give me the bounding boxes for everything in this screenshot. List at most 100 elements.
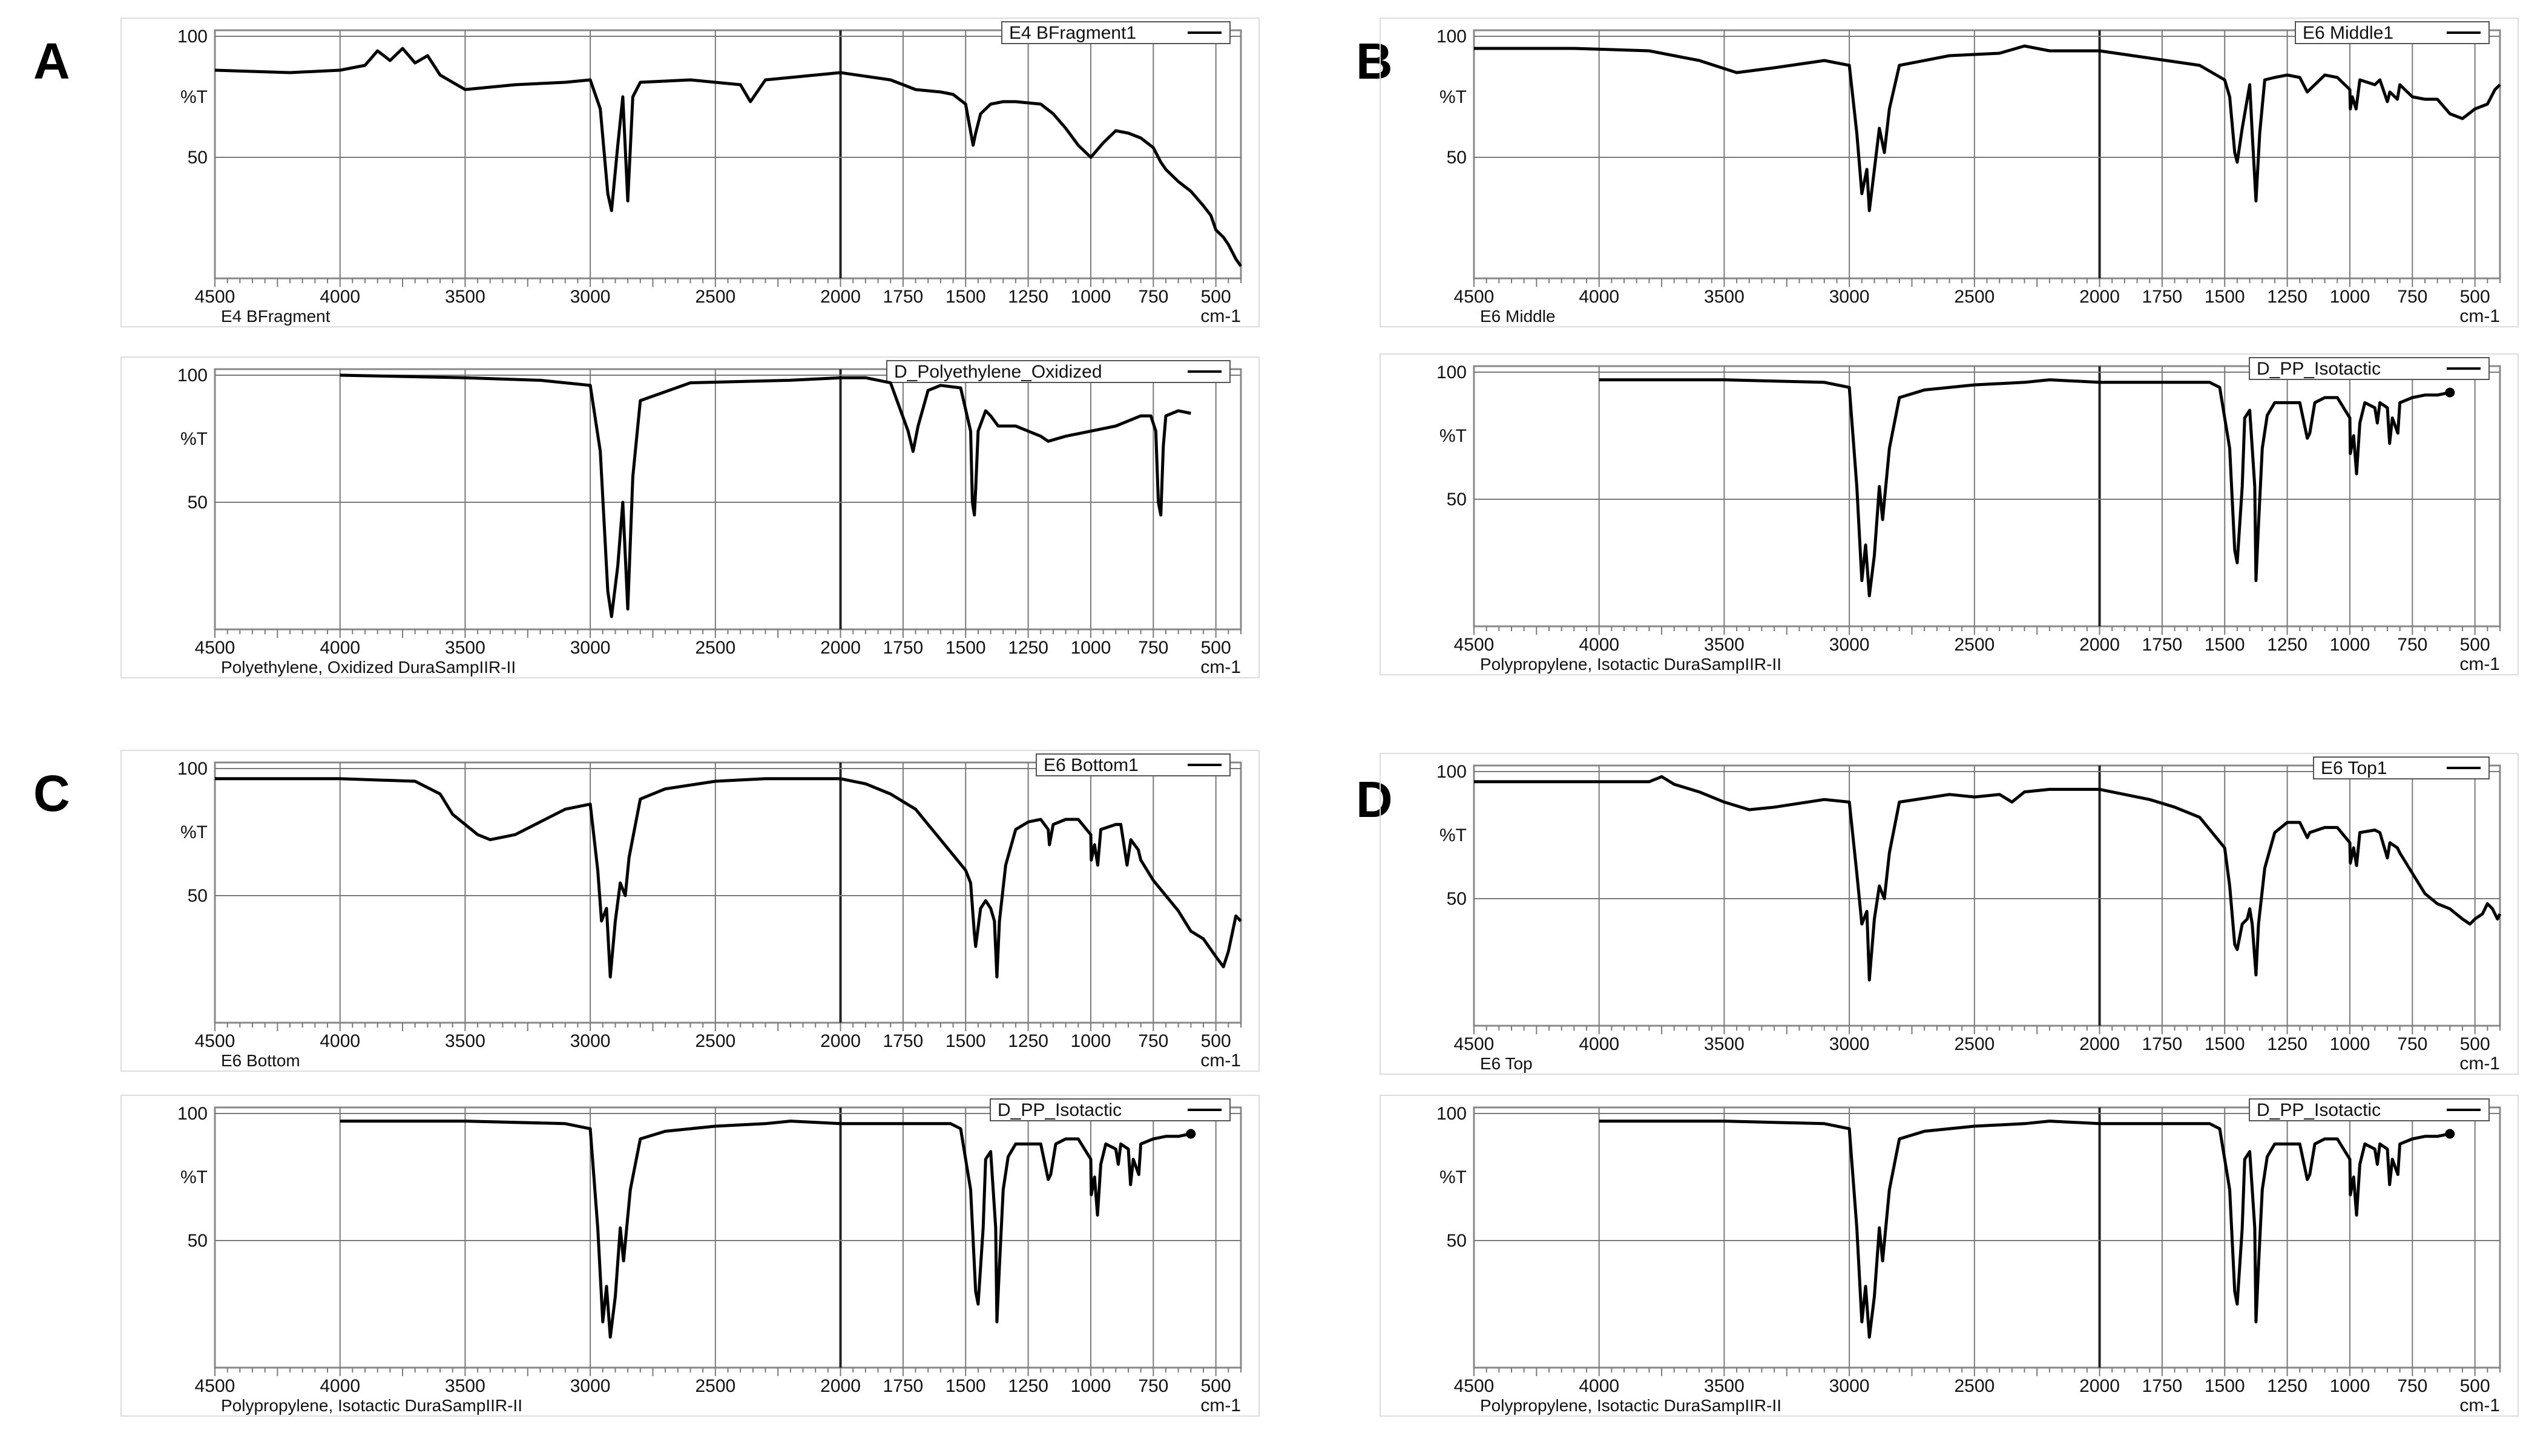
- x-tick-label: 1500: [946, 287, 986, 307]
- x-tick-label: 2500: [1954, 635, 1995, 655]
- trace-end-marker: [2445, 387, 2455, 398]
- x-tick-label: 500: [1201, 638, 1231, 658]
- x-tick-label: 750: [1138, 638, 1168, 658]
- x-tick-label: 1000: [1071, 638, 1111, 658]
- trace-end-marker: [2445, 1129, 2455, 1139]
- legend-label: E6 Middle1: [2303, 23, 2393, 43]
- legend-label: E4 BFragment1: [1009, 23, 1136, 43]
- y-tick-label: 50: [1447, 1231, 1467, 1251]
- chart-caption: Polypropylene, Isotactic DuraSampIIR-II: [221, 1396, 522, 1415]
- x-tick-label: 1500: [2205, 635, 2245, 655]
- y-axis-label: %T: [180, 87, 208, 107]
- chart-caption: Polyethylene, Oxidized DuraSampIIR-II: [221, 658, 516, 677]
- x-tick-label: 500: [2460, 1034, 2490, 1054]
- x-tick-label: 750: [2397, 635, 2427, 655]
- panel-c: C 4500 4000 3500 3000 2500 2000 1750 1500 1250 100…: [33, 750, 1260, 1417]
- x-tick-label: 1250: [2267, 287, 2307, 307]
- x-tick-label: 3000: [570, 287, 611, 307]
- y-tick-label: 50: [188, 148, 208, 168]
- x-tick-label: 3000: [570, 638, 611, 658]
- x-tick-label: 2000: [820, 638, 861, 658]
- x-tick-label: 1750: [2142, 635, 2183, 655]
- plot-area: [214, 29, 1242, 280]
- x-tick-label: 3500: [445, 1376, 485, 1396]
- panel-a: A 4500 4000 3500 3000 2500 2000 1750 1500 1250 100…: [33, 18, 1260, 678]
- x-tick-label: 2500: [695, 638, 735, 658]
- x-tick-label: 3500: [1704, 1034, 1745, 1054]
- y-tick-label: 100: [1436, 762, 1467, 782]
- panel-letter: C: [33, 765, 70, 822]
- spectrum-line-pp: [340, 1120, 1191, 1339]
- x-tick-label: 1000: [2330, 287, 2370, 307]
- x-tick-label: 2500: [695, 1376, 735, 1396]
- chart-frame: [120, 750, 1260, 1072]
- y-tick-label: 50: [188, 886, 208, 906]
- x-tick-label: 2500: [695, 1031, 735, 1051]
- legend-label: E6 Bottom1: [1044, 755, 1139, 775]
- chart-frame: [1380, 18, 2519, 327]
- spectrum-line-top: [1474, 775, 2502, 982]
- x-tick-label: 1500: [946, 638, 986, 658]
- x-tick-label: 2000: [820, 1376, 861, 1396]
- spectrum-chart: 4500 4000 3500 3000 2500 2000 1750 1500 1250 1000…: [120, 18, 1260, 327]
- x-axis-label: cm-1: [1200, 1395, 1241, 1415]
- x-tick-label: 750: [1138, 1031, 1168, 1051]
- x-tick-label: 4000: [1579, 635, 1619, 655]
- chart-frame: [120, 356, 1260, 678]
- x-tick-label: 1750: [883, 638, 924, 658]
- panel-letter: D: [1356, 771, 1393, 828]
- legend-label: D_Polyethylene_Oxidized: [894, 362, 1102, 382]
- x-tick-label: 4000: [1579, 1034, 1619, 1054]
- x-tick-label: 1250: [2267, 1034, 2307, 1054]
- x-tick-label: 2000: [2079, 1376, 2120, 1396]
- spectrum-line-fragA: [214, 47, 1243, 267]
- y-tick-label: 100: [177, 759, 208, 779]
- x-tick-label: 1000: [1071, 1031, 1111, 1051]
- x-tick-label: 3000: [1829, 1376, 1870, 1396]
- chart-caption: Polypropylene, Isotactic DuraSampIIR-II: [1480, 1396, 1781, 1415]
- y-axis-label: %T: [1439, 1167, 1467, 1187]
- x-tick-label: 1500: [2205, 1376, 2245, 1396]
- x-tick-label: 750: [2397, 287, 2427, 307]
- x-axis-label: cm-1: [2459, 306, 2500, 326]
- x-tick-label: 4500: [1454, 1034, 1495, 1054]
- x-tick-label: 3000: [1829, 287, 1870, 307]
- y-tick-label: 100: [177, 366, 208, 385]
- x-axis-label: cm-1: [2459, 1395, 2500, 1415]
- x-tick-label: 1250: [2267, 635, 2307, 655]
- x-tick-label: 1000: [2330, 1376, 2370, 1396]
- x-tick-label: 4000: [320, 1376, 360, 1396]
- y-axis-label: %T: [180, 1167, 208, 1187]
- trace-end-marker: [1186, 1129, 1196, 1139]
- y-tick-label: 50: [1447, 889, 1467, 909]
- plot-area: [214, 368, 1242, 631]
- spectrum-chart: 4500 4000 3500 3000 2500 2000 1750 1500 1250 1000…: [120, 356, 1260, 678]
- x-tick-label: 3500: [1704, 1376, 1745, 1396]
- chart-frame: [1380, 753, 2519, 1075]
- x-tick-label: 1750: [2142, 1376, 2183, 1396]
- x-tick-label: 2000: [2079, 635, 2120, 655]
- x-tick-label: 2500: [695, 287, 735, 307]
- spectrum-line-pe: [340, 373, 1191, 618]
- x-tick-label: 1250: [2267, 1376, 2307, 1396]
- y-axis-label: %T: [1439, 426, 1467, 446]
- x-tick-label: 500: [2460, 1376, 2490, 1396]
- x-tick-label: 2000: [820, 1031, 861, 1051]
- spectrum-line-bottom: [215, 777, 1242, 979]
- spectrum-line-pp: [1599, 1120, 2450, 1339]
- x-tick-label: 4500: [1454, 1376, 1495, 1396]
- x-tick-label: 750: [1138, 287, 1168, 307]
- y-tick-label: 50: [188, 493, 208, 513]
- x-tick-label: 1500: [946, 1376, 986, 1396]
- x-tick-label: 1500: [2205, 287, 2245, 307]
- chart-caption: E6 Top: [1480, 1054, 1533, 1073]
- x-tick-label: 1250: [1008, 1031, 1048, 1051]
- x-tick-label: 1000: [1071, 287, 1111, 307]
- x-tick-label: 750: [1138, 1376, 1168, 1396]
- plot-area: [214, 1106, 1242, 1369]
- x-tick-label: 4500: [195, 1031, 235, 1051]
- plot-area: [1473, 365, 2501, 628]
- x-tick-label: 3000: [1829, 1034, 1870, 1054]
- y-tick-label: 50: [1447, 490, 1467, 510]
